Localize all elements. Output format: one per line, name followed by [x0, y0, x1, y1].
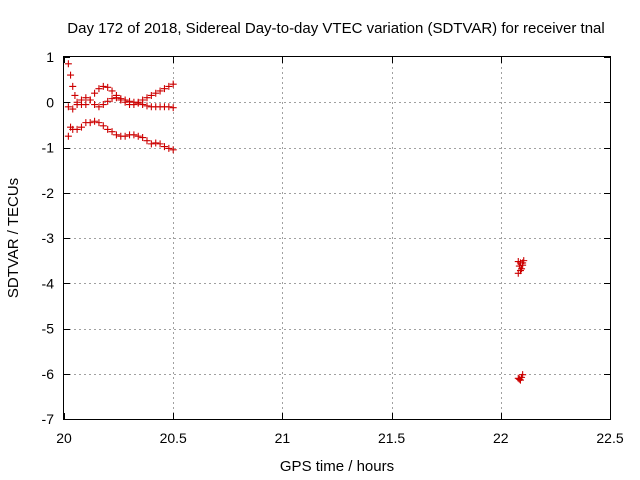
data-point: [69, 105, 77, 113]
data-point: [99, 122, 107, 130]
data-point: [108, 128, 116, 136]
data-point: [99, 82, 107, 90]
chart-title: Day 172 of 2018, Sidereal Day-to-day VTE…: [67, 20, 604, 37]
y-tick-label: -2: [42, 185, 55, 201]
series-3: [514, 257, 528, 277]
data-point: [121, 96, 129, 104]
y-tick-label: -5: [42, 321, 55, 337]
data-point: [147, 140, 155, 148]
series-4: [514, 371, 527, 384]
data-point: [82, 101, 90, 109]
data-point: [130, 131, 138, 139]
x-axis-label: GPS time / hours: [280, 458, 394, 475]
data-point: [117, 95, 125, 103]
data-point: [108, 87, 116, 95]
data-point: [143, 94, 151, 102]
data-point: [108, 95, 116, 103]
x-tick-label: 22: [493, 430, 509, 446]
data-point: [519, 371, 527, 379]
data-point: [73, 101, 81, 109]
y-tick-label: 1: [46, 49, 54, 65]
x-tick-label: 21.5: [378, 430, 405, 446]
data-point: [112, 94, 120, 102]
data-point: [516, 267, 524, 275]
points-layer: [64, 60, 528, 384]
data-point: [67, 71, 75, 79]
data-point: [156, 140, 164, 148]
data-point: [519, 259, 527, 267]
data-point: [147, 91, 155, 99]
y-tick-label: 0: [46, 94, 54, 110]
data-point: [73, 125, 81, 133]
data-point: [71, 91, 79, 99]
data-point: [134, 132, 142, 140]
data-point: [152, 139, 160, 147]
x-tick-label: 20: [56, 430, 72, 446]
data-point: [139, 101, 147, 109]
data-point: [160, 85, 168, 93]
data-point: [64, 60, 72, 68]
x-tick-label: 22.5: [596, 430, 623, 446]
y-axis-label: SDTVAR / TECUs: [5, 178, 22, 298]
data-point: [143, 102, 151, 110]
data-point: [165, 103, 173, 111]
y-tick-label: -6: [42, 366, 55, 382]
data-point: [95, 85, 103, 93]
data-point: [143, 137, 151, 145]
plot-frame: [63, 56, 611, 420]
data-point: [130, 98, 138, 106]
data-point: [86, 119, 94, 127]
data-point: [69, 82, 77, 90]
data-point: [165, 144, 173, 152]
data-point: [169, 80, 177, 88]
data-point: [156, 87, 164, 95]
data-point: [169, 104, 177, 112]
data-point: [112, 131, 120, 139]
x-tick-label: 21: [275, 430, 291, 446]
y-tick-label: -7: [42, 411, 55, 427]
data-point: [64, 132, 72, 140]
data-point: [64, 103, 72, 111]
series-1: [64, 94, 177, 113]
data-point: [104, 97, 112, 105]
data-point: [95, 119, 103, 127]
series-2: [64, 117, 177, 154]
data-point: [91, 89, 99, 97]
grid-layer: [64, 57, 610, 419]
data-point: [134, 99, 142, 107]
data-point: [160, 143, 168, 151]
data-point: [91, 101, 99, 109]
y-tick-label: -1: [42, 140, 55, 156]
x-tick-label: 20.5: [160, 430, 187, 446]
data-point: [82, 94, 90, 102]
data-point: [152, 89, 160, 97]
data-point: [104, 83, 112, 91]
data-point: [104, 125, 112, 133]
data-point: [91, 117, 99, 125]
tick-layer: 20 20.5 21 21.5 22 22.5 1 0 -1 -2 -3 -4 -5 -6 -7: [42, 49, 624, 446]
data-point: [99, 101, 107, 109]
data-point: [86, 96, 94, 104]
data-point: [165, 82, 173, 90]
data-point: [169, 146, 177, 154]
data-point: [95, 103, 103, 111]
y-tick-label: -3: [42, 230, 55, 246]
data-point: [121, 132, 129, 140]
data-point: [126, 97, 134, 105]
y-tick-label: -4: [42, 275, 55, 291]
data-point: [77, 123, 85, 131]
data-point: [139, 134, 147, 142]
data-point: [77, 96, 85, 104]
